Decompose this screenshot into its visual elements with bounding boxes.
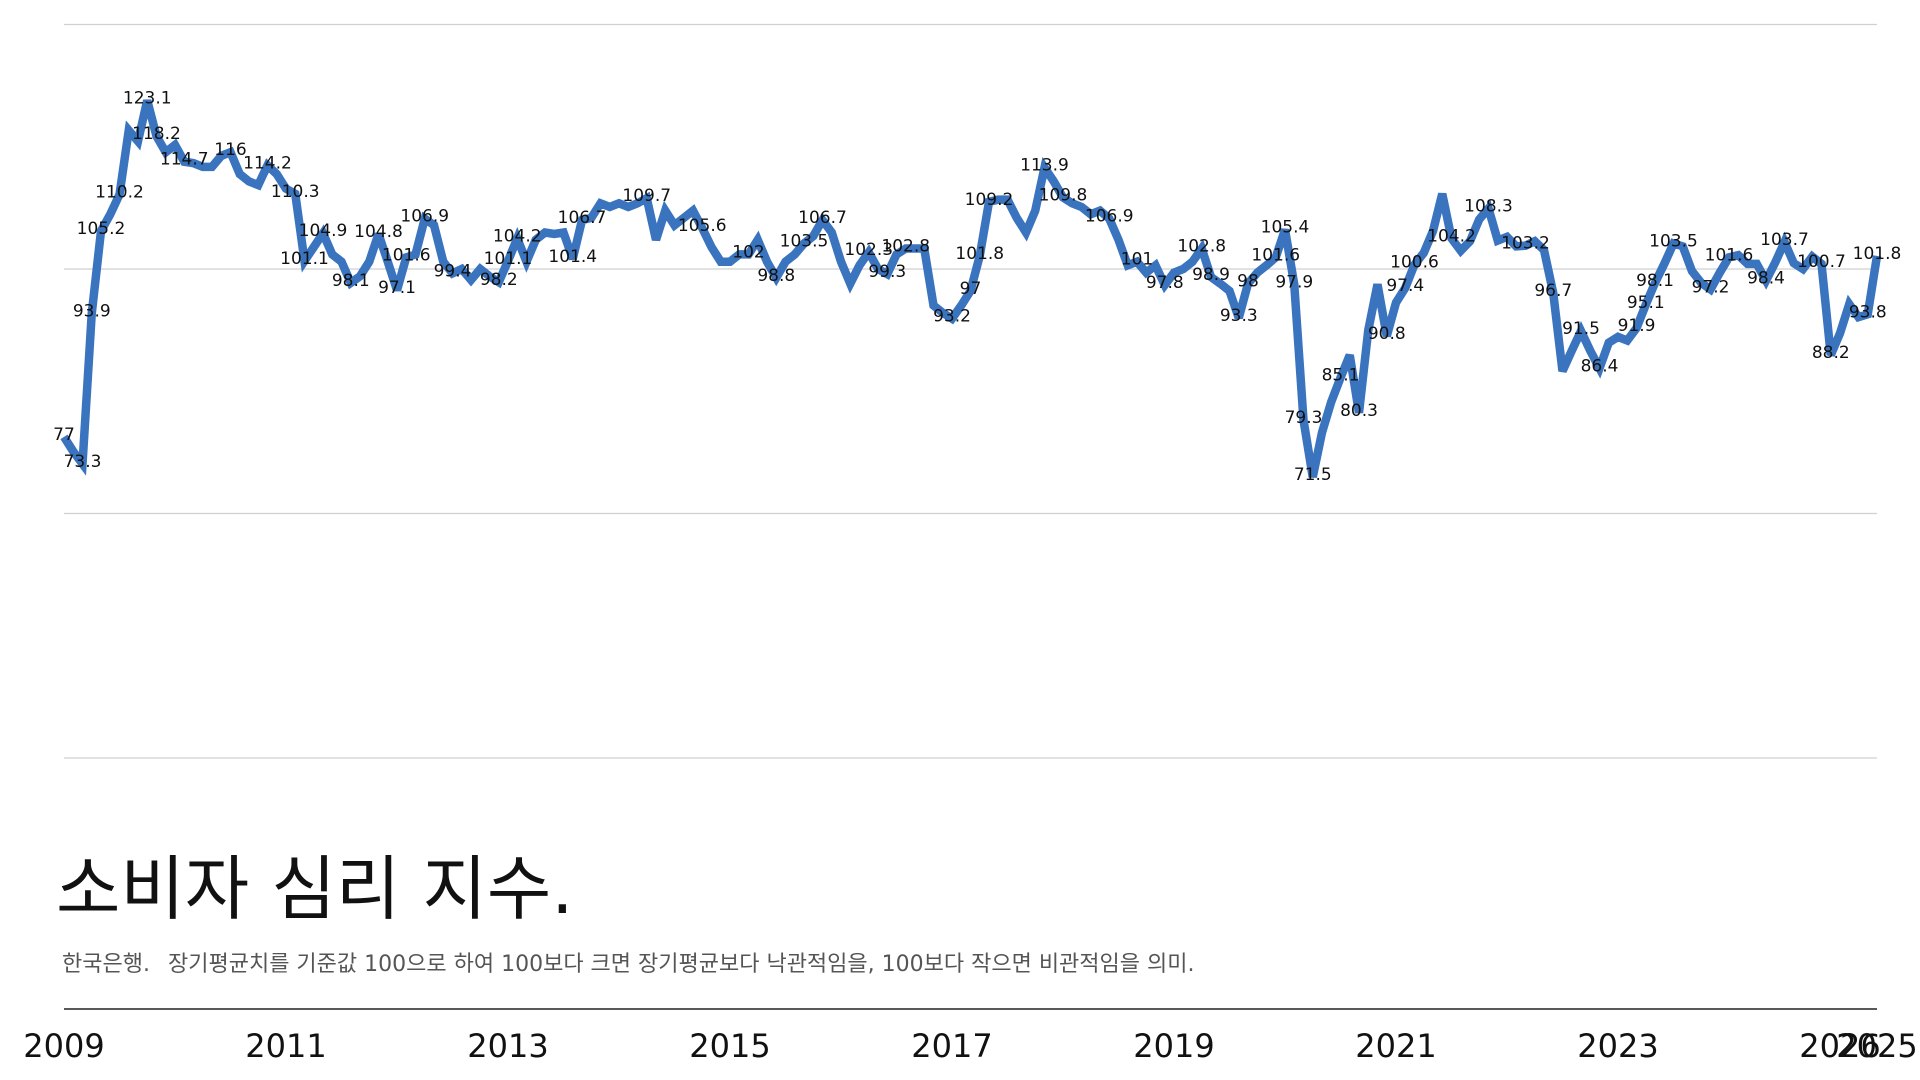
data-label: 110.2 xyxy=(95,183,144,203)
data-label: 123.1 xyxy=(123,88,172,108)
data-label: 103.5 xyxy=(780,231,829,251)
x-tick-label: 2015 xyxy=(689,1027,770,1065)
data-label: 104.8 xyxy=(354,222,403,242)
data-label: 102 xyxy=(732,242,764,262)
data-label: 103.7 xyxy=(1760,230,1809,250)
data-label: 101.1 xyxy=(280,249,329,269)
data-label: 97.2 xyxy=(1692,277,1730,297)
data-label: 101.6 xyxy=(1251,245,1300,265)
data-label: 104.2 xyxy=(1427,226,1476,246)
data-label: 85.1 xyxy=(1322,366,1360,386)
data-label: 93.2 xyxy=(933,307,971,327)
data-label: 102.8 xyxy=(1177,237,1226,257)
chart-subtitle: 장기평균치를 기준값 100으로 하여 100보다 크면 장기평균보다 낙관적임… xyxy=(168,952,1195,977)
data-label: 101.8 xyxy=(955,244,1004,264)
data-label: 116 xyxy=(214,140,246,160)
data-line xyxy=(60,99,1882,478)
x-tick-label: 2021 xyxy=(1355,1027,1436,1065)
data-label: 108.3 xyxy=(1464,196,1513,216)
data-label: 97.8 xyxy=(1146,273,1184,293)
data-label: 101.1 xyxy=(484,249,533,269)
data-label: 98.2 xyxy=(480,270,518,290)
x-tick-label: 2017 xyxy=(911,1027,992,1065)
data-label: 96.7 xyxy=(1534,281,1572,301)
data-label: 101.6 xyxy=(1705,245,1754,265)
x-tick-label: 2011 xyxy=(245,1027,326,1065)
data-label: 86.4 xyxy=(1581,356,1619,376)
data-label: 101 xyxy=(1121,250,1153,270)
data-label: 101.6 xyxy=(382,245,431,265)
data-label: 114.2 xyxy=(243,153,292,173)
data-label: 113.9 xyxy=(1020,156,1069,176)
data-label: 105.4 xyxy=(1261,218,1310,238)
data-label: 73.3 xyxy=(64,452,102,472)
data-label: 91.9 xyxy=(1618,316,1656,336)
data-label: 98 xyxy=(1237,272,1259,292)
data-label: 95.1 xyxy=(1627,293,1665,313)
data-label: 88.2 xyxy=(1812,343,1850,363)
data-label: 93.8 xyxy=(1849,302,1887,322)
data-label: 105.6 xyxy=(678,216,727,236)
data-label: 109.2 xyxy=(965,190,1014,210)
data-label: 102.3 xyxy=(844,240,893,260)
data-label: 90.8 xyxy=(1368,324,1406,344)
data-label: 93.3 xyxy=(1220,306,1258,326)
x-tick-label: 2026 xyxy=(1799,1027,1880,1065)
x-tick-label: 2019 xyxy=(1133,1027,1214,1065)
data-label: 100.7 xyxy=(1797,252,1846,272)
data-label: 106.7 xyxy=(798,208,847,228)
data-label: 100.6 xyxy=(1390,253,1439,273)
data-label: 109.7 xyxy=(622,186,671,206)
data-label: 93.9 xyxy=(73,302,111,322)
data-label: 77 xyxy=(53,425,75,445)
x-tick-label: 2009 xyxy=(23,1027,104,1065)
data-label: 101.8 xyxy=(1853,244,1902,264)
data-label: 104.9 xyxy=(299,221,348,241)
data-label: 106.7 xyxy=(558,208,607,228)
data-label: 80.3 xyxy=(1340,401,1378,421)
data-label: 71.5 xyxy=(1294,465,1332,485)
data-label: 109.8 xyxy=(1039,185,1088,205)
data-label: 97.1 xyxy=(378,278,416,298)
x-tick-label: 2023 xyxy=(1577,1027,1658,1065)
data-label: 98.8 xyxy=(757,266,795,286)
data-label: 104.2 xyxy=(493,226,542,246)
data-label: 79.3 xyxy=(1285,408,1323,428)
data-label: 99.4 xyxy=(434,261,472,281)
chart-source: 한국은행. xyxy=(62,952,150,977)
data-label: 98.4 xyxy=(1747,269,1785,289)
data-label: 98.1 xyxy=(1636,271,1674,291)
x-tick-label: 2013 xyxy=(467,1027,548,1065)
data-label: 102.8 xyxy=(881,237,930,257)
data-label: 101.4 xyxy=(548,247,597,267)
data-label: 91.5 xyxy=(1562,319,1600,339)
data-label: 97.9 xyxy=(1275,272,1313,292)
data-label: 97 xyxy=(960,279,982,299)
chart-title: 소비자 심리 지수. xyxy=(56,848,574,930)
data-label: 98.1 xyxy=(332,271,370,291)
x-tick-label: 2025 xyxy=(1836,1027,1917,1065)
data-label: 99.3 xyxy=(868,262,906,282)
data-label: 114.7 xyxy=(160,150,209,170)
data-label: 105.2 xyxy=(77,219,126,239)
data-label: 110.3 xyxy=(271,182,320,202)
data-label: 98.9 xyxy=(1192,265,1230,285)
data-label: 106.9 xyxy=(400,207,449,227)
data-label: 103.5 xyxy=(1649,231,1698,251)
data-label: 103.2 xyxy=(1501,234,1550,254)
data-label: 118.2 xyxy=(132,124,181,144)
data-label: 106.9 xyxy=(1085,207,1134,227)
data-label: 97.4 xyxy=(1386,276,1424,296)
